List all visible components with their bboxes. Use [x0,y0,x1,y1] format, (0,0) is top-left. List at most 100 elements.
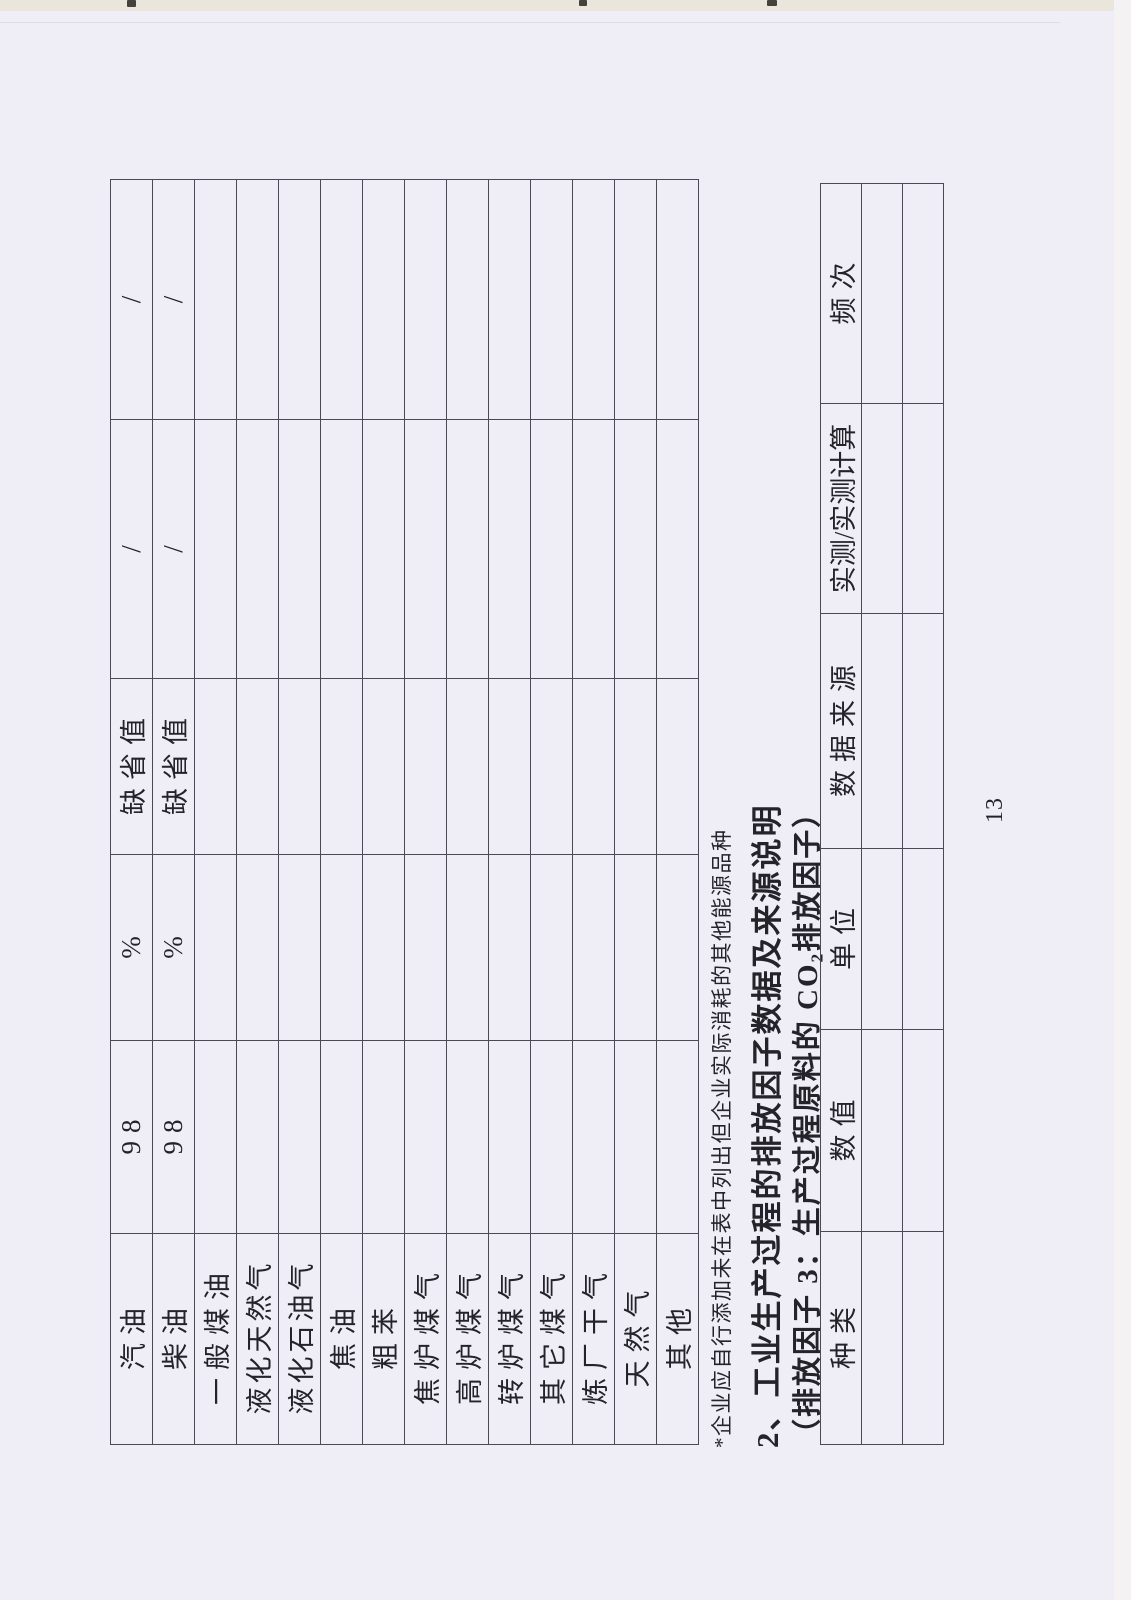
table-cell [320,179,363,420]
table-cell [902,1029,944,1232]
table-cell [194,854,237,1041]
table-cell [404,854,447,1041]
table-cell [614,678,657,855]
table-cell [236,1040,279,1234]
table-cell [614,1040,657,1234]
table-cell [656,179,699,420]
table-row: 液化天然气 [236,179,279,1445]
table-cell [404,1040,447,1234]
table-cell [572,1040,615,1234]
table-cell [362,854,405,1041]
fuel-consumption-table: 汽油 98% 缺省值 / / 柴油 98% 缺省值 / / 一般煤油 液化天然气 液化石油气 焦油 粗苯 焦炉… [110,179,699,1445]
table-cell [656,1040,699,1234]
table-cell [488,1040,531,1234]
table-cell [236,419,279,679]
table-cell [530,419,573,679]
table-cell: % [110,854,153,1041]
table-cell: 转炉煤气 [488,1233,531,1445]
table-cell [614,854,657,1041]
table-cell: 其他 [656,1233,699,1445]
table-cell [530,854,573,1041]
table-cell [278,179,321,420]
table-cell: 焦炉煤气 [404,1233,447,1445]
table-row [861,183,903,1445]
table-cell [278,1040,321,1234]
table-cell [446,854,489,1041]
table-cell [236,854,279,1041]
table-cell [404,179,447,420]
table-cell: 柴油 [152,1233,195,1445]
table-cell [446,179,489,420]
table-cell [861,403,903,614]
table-cell [194,678,237,855]
table-cell [861,183,903,404]
table-cell: 汽油 [110,1233,153,1445]
scan-artifact [579,0,587,6]
table-cell [530,678,573,855]
table-cell [278,678,321,855]
table-cell: / [110,419,153,679]
table-cell: 粗苯 [362,1233,405,1445]
table-row: 焦炉煤气 [404,179,447,1445]
table-cell [446,419,489,679]
table-cell [572,854,615,1041]
column-header: 实测/实测计算 [820,403,862,614]
table-cell [861,1231,903,1445]
table-row: 汽油 98% 缺省值 / / [110,179,153,1445]
table-cell [902,613,944,849]
table-cell [194,179,237,420]
scan-artifact [767,0,777,6]
table-cell: / [152,179,195,420]
table-cell [362,1040,405,1234]
table-cell: / [152,419,195,679]
table-cell [320,678,363,855]
table-cell [320,854,363,1041]
column-header: 种类 [820,1231,862,1445]
scanner-bed-right-strip [1114,0,1131,1600]
table-cell [236,179,279,420]
table-header-row: 种类 数值 单位 数据来源 实测/实测计算 频次 [820,183,862,1445]
table-cell: % [152,854,195,1041]
table-cell [488,419,531,679]
table-row: 柴油 98% 缺省值 / / [152,179,195,1445]
table-cell [902,1231,944,1445]
column-header: 频次 [820,183,862,404]
section-heading: 2、工业生产过程的排放因子数据及来源说明 [750,803,785,1449]
table-cell [320,1040,363,1234]
table-row: 其他 [656,179,699,1445]
page-number: 13 [982,797,1008,823]
table-cell [614,419,657,679]
table-cell [656,854,699,1041]
table-cell [902,403,944,614]
table-cell [572,419,615,679]
table-cell [320,419,363,679]
table-row: 其它煤气 [530,179,573,1445]
table-cell [278,419,321,679]
table-cell: / [110,179,153,420]
paper-edge-line [0,22,1060,23]
column-header: 单位 [820,848,862,1030]
table-cell [488,854,531,1041]
table-cell [861,848,903,1030]
table-cell: 缺省值 [152,678,195,855]
table-cell [404,678,447,855]
table-cell [362,678,405,855]
table-cell [194,1040,237,1234]
table-row: 液化石油气 [278,179,321,1445]
table-cell: 液化天然气 [236,1233,279,1445]
table-row: 一般煤油 [194,179,237,1445]
table-cell: 其它煤气 [530,1233,573,1445]
table-cell: 高炉煤气 [446,1233,489,1445]
table-row: 粗苯 [362,179,405,1445]
table-cell [278,854,321,1041]
table-cell [446,1040,489,1234]
scanner-bed-top-strip [0,0,1131,11]
table-row: 天然气 [614,179,657,1445]
column-header: 数据来源 [820,613,862,849]
table-cell [362,179,405,420]
table-cell [614,179,657,420]
scan-artifact [127,0,136,7]
table-cell [362,419,405,679]
table-cell: 98 [152,1040,195,1234]
table-cell: 液化石油气 [278,1233,321,1445]
